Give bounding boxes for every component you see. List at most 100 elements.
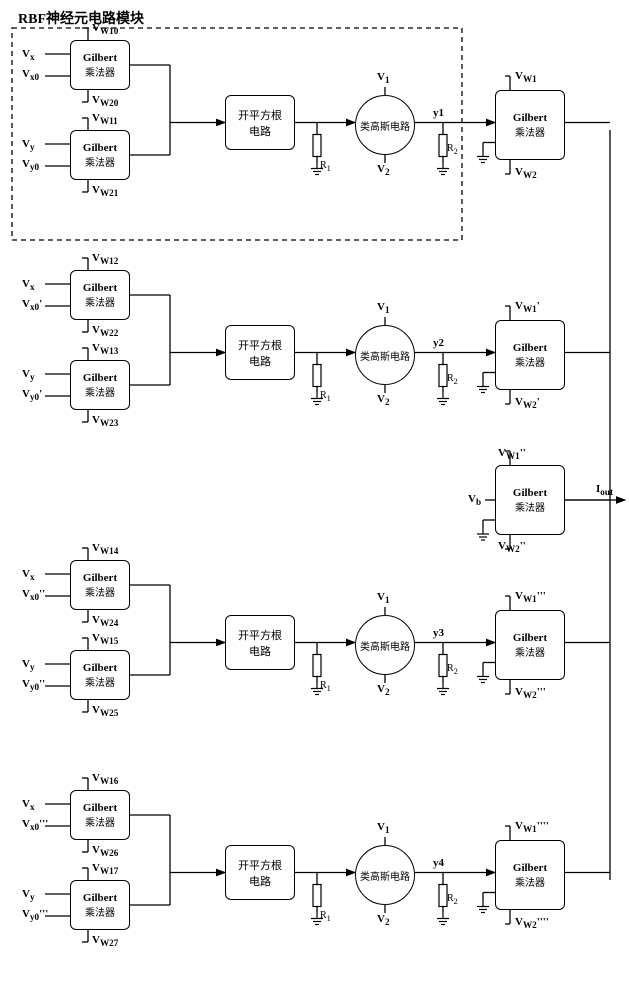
label-vy: Vy <box>22 658 35 672</box>
label-vx: Vx <box>22 278 35 292</box>
label-vy: Vy <box>22 368 35 382</box>
gilbert-sub: 乘法器 <box>85 904 115 919</box>
label-vw: VW24 <box>92 614 118 628</box>
gilbert-in-bot: Gilbert乘法器 <box>70 880 130 930</box>
label-r1: R1 <box>320 680 331 693</box>
label-vy0: Vy0'' <box>22 678 45 692</box>
label-vw1: VW1'''' <box>515 820 549 834</box>
gilbert-in-top: Gilbert乘法器 <box>70 40 130 90</box>
center-vw2: VW2'' <box>498 540 526 554</box>
label-r1: R1 <box>320 160 331 173</box>
label-vw1: VW1 <box>515 70 537 84</box>
label-v1: V1 <box>377 301 390 315</box>
sqrt-block: 开平方根 电路 <box>225 845 295 900</box>
center-vw1: VW1'' <box>498 447 526 461</box>
label-r2: R2 <box>447 893 458 906</box>
label-vx: Vx <box>22 568 35 582</box>
sqrt-block: 开平方根 电路 <box>225 325 295 380</box>
label-vw2: VW2 <box>515 166 537 180</box>
label-v2: V2 <box>377 163 390 177</box>
gilbert-sub: 乘法器 <box>515 124 545 139</box>
label-v1: V1 <box>377 591 390 605</box>
label-r2: R2 <box>447 663 458 676</box>
label-v1: V1 <box>377 71 390 85</box>
label-vx0: Vx0'' <box>22 588 45 602</box>
center-iout: Iout <box>596 483 613 497</box>
gilbert-sub: 乘法器 <box>85 584 115 599</box>
gilbert-in-bot: Gilbert乘法器 <box>70 360 130 410</box>
label-vx: Vx <box>22 798 35 812</box>
label-vw: VW11 <box>92 112 118 126</box>
label-v2: V2 <box>377 683 390 697</box>
label-vw: VW23 <box>92 414 118 428</box>
label-vw: VW17 <box>92 862 118 876</box>
gilbert-name: Gilbert <box>83 282 117 294</box>
label-v1: V1 <box>377 821 390 835</box>
gilbert-sub: 乘法器 <box>85 814 115 829</box>
label-r1: R1 <box>320 910 331 923</box>
gilbert-name: Gilbert <box>83 892 117 904</box>
label-y: y3 <box>433 627 444 639</box>
label-vw: VW25 <box>92 704 118 718</box>
label-vx0: Vx0 <box>22 68 39 82</box>
label-vw: VW10 <box>92 22 118 36</box>
gilbert-name: Gilbert <box>83 572 117 584</box>
label-vw2: VW2'''' <box>515 916 549 930</box>
gilbert-out: Gilbert乘法器 <box>495 840 565 910</box>
label-y: y4 <box>433 857 444 869</box>
gauss-block: 类高斯电路 <box>355 615 415 675</box>
label-y: y1 <box>433 107 444 119</box>
label-vw1: VW1' <box>515 300 540 314</box>
gilbert-in-top: Gilbert乘法器 <box>70 560 130 610</box>
label-v2: V2 <box>377 913 390 927</box>
label-vw: VW14 <box>92 542 118 556</box>
gilbert-name: Gilbert <box>83 142 117 154</box>
label-vw: VW26 <box>92 844 118 858</box>
gilbert-name: Gilbert <box>513 632 547 644</box>
gauss-block: 类高斯电路 <box>355 845 415 905</box>
label-vw2: VW2''' <box>515 686 546 700</box>
center-vb: Vb <box>468 493 481 507</box>
label-vw: VW27 <box>92 934 118 948</box>
gilbert-sub: 乘法器 <box>85 294 115 309</box>
label-vy0: Vy0''' <box>22 908 48 922</box>
gilbert-sub: 乘法器 <box>85 154 115 169</box>
sqrt-block: 开平方根 电路 <box>225 615 295 670</box>
label-vx0: Vx0' <box>22 298 42 312</box>
label-r2: R2 <box>447 143 458 156</box>
gilbert-name: Gilbert <box>513 487 547 499</box>
gilbert-out: Gilbert乘法器 <box>495 320 565 390</box>
gilbert-name: Gilbert <box>83 802 117 814</box>
gilbert-name: Gilbert <box>513 112 547 124</box>
gilbert-in-top: Gilbert乘法器 <box>70 270 130 320</box>
sqrt-block: 开平方根 电路 <box>225 95 295 150</box>
gilbert-sub: 乘法器 <box>85 64 115 79</box>
gilbert-name: Gilbert <box>513 862 547 874</box>
label-vw: VW12 <box>92 252 118 266</box>
gilbert-sub: 乘法器 <box>85 384 115 399</box>
label-vw1: VW1''' <box>515 590 546 604</box>
gilbert-in-top: Gilbert乘法器 <box>70 790 130 840</box>
gilbert-in-bot: Gilbert乘法器 <box>70 130 130 180</box>
label-vy: Vy <box>22 888 35 902</box>
gilbert-sub: 乘法器 <box>85 674 115 689</box>
label-vw2: VW2' <box>515 396 540 410</box>
gilbert-out: Gilbert乘法器 <box>495 610 565 680</box>
label-vy: Vy <box>22 138 35 152</box>
label-vx0: Vx0''' <box>22 818 48 832</box>
gilbert-sub: 乘法器 <box>515 354 545 369</box>
label-vw: VW16 <box>92 772 118 786</box>
label-r1: R1 <box>320 390 331 403</box>
center-gilbert: Gilbert 乘法器 <box>495 465 565 535</box>
gilbert-name: Gilbert <box>513 342 547 354</box>
gilbert-sub: 乘法器 <box>515 874 545 889</box>
gauss-block: 类高斯电路 <box>355 325 415 385</box>
label-vx: Vx <box>22 48 35 62</box>
gilbert-sub: 乘法器 <box>515 644 545 659</box>
gilbert-in-bot: Gilbert乘法器 <box>70 650 130 700</box>
gilbert-name: Gilbert <box>83 372 117 384</box>
label-y: y2 <box>433 337 444 349</box>
label-vw: VW22 <box>92 324 118 338</box>
label-v2: V2 <box>377 393 390 407</box>
label-vw: VW21 <box>92 184 118 198</box>
